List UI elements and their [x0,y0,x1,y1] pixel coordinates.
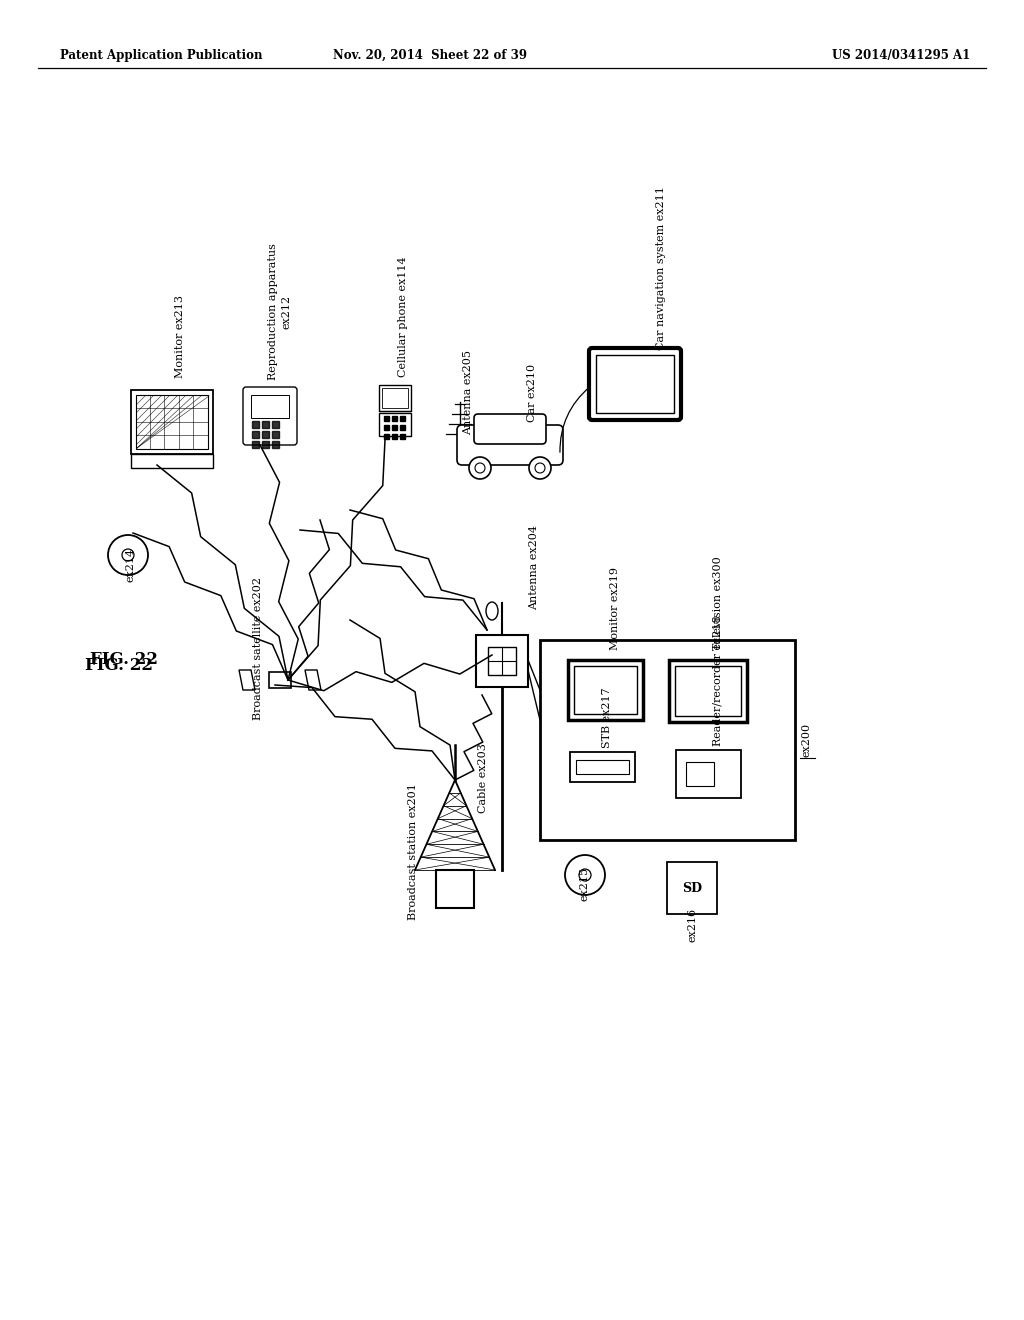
Circle shape [122,549,134,561]
Bar [675,667,741,715]
Text: Monitor ex213: Monitor ex213 [175,294,185,378]
Text: Broadcast satellite ex202: Broadcast satellite ex202 [253,577,263,719]
Bar [131,389,213,454]
Text: Patent Application Publication: Patent Application Publication [60,49,262,62]
Text: Television ex300: Television ex300 [713,556,723,649]
Bar [400,425,406,430]
Text: Cable ex203: Cable ex203 [478,743,488,813]
Bar [570,752,635,781]
Text: Antenna ex204: Antenna ex204 [529,525,539,610]
FancyBboxPatch shape [589,348,681,420]
Text: ex216: ex216 [688,908,698,942]
Text: SD: SD [682,882,702,895]
Bar [436,870,474,908]
Polygon shape [239,671,255,690]
Text: Nov. 20, 2014  Sheet 22 of 39: Nov. 20, 2014 Sheet 22 of 39 [333,49,527,62]
Bar [596,355,674,413]
Bar [251,395,289,418]
Text: ex215: ex215 [580,867,590,902]
Bar [384,416,389,421]
Text: FIG. 22: FIG. 22 [85,656,153,673]
Bar [676,750,741,799]
Text: ex214: ex214 [125,548,135,582]
Bar [262,421,269,428]
Circle shape [565,855,605,895]
Text: FIG. 22: FIG. 22 [90,652,158,668]
Circle shape [108,535,148,576]
Circle shape [529,457,551,479]
Text: Cellular phone ex114: Cellular phone ex114 [398,256,408,378]
Bar [136,395,208,449]
Bar [262,432,269,438]
Bar [574,667,637,714]
Bar [400,434,406,440]
Bar [272,441,279,447]
FancyBboxPatch shape [243,387,297,445]
Polygon shape [305,671,321,690]
Bar [488,647,516,675]
Text: Reader/recorder ex218: Reader/recorder ex218 [713,615,723,746]
Bar [272,432,279,438]
Bar [379,413,411,436]
Text: Monitor ex219: Monitor ex219 [610,568,620,649]
Bar [476,635,528,686]
Text: STB ex217: STB ex217 [602,688,612,748]
Bar [686,762,714,785]
Bar [400,416,406,421]
Bar [382,388,408,408]
Text: Car ex210: Car ex210 [527,364,537,422]
Bar [252,432,259,438]
Bar [568,660,643,719]
Bar [252,441,259,447]
FancyBboxPatch shape [457,425,563,465]
Bar [575,760,629,774]
Bar [392,434,397,440]
Bar [262,441,269,447]
Text: Reproduction apparatus
ex212: Reproduction apparatus ex212 [268,243,292,380]
Bar [384,425,389,430]
Bar [272,421,279,428]
Text: ex200: ex200 [802,723,812,758]
Bar [540,640,795,840]
Bar [379,385,411,411]
Bar [252,421,259,428]
Circle shape [535,463,545,473]
Circle shape [579,869,591,880]
Bar [669,660,746,722]
Circle shape [475,463,485,473]
Bar [392,416,397,421]
Bar [392,425,397,430]
Text: Antenna ex205: Antenna ex205 [463,350,473,436]
Text: Car navigation system ex211: Car navigation system ex211 [656,186,666,350]
Text: Broadcast station ex201: Broadcast station ex201 [408,783,418,920]
Bar [131,454,213,469]
Bar [667,862,717,913]
Bar [384,434,389,440]
Ellipse shape [486,602,498,620]
Text: US 2014/0341295 A1: US 2014/0341295 A1 [831,49,970,62]
Circle shape [469,457,490,479]
FancyBboxPatch shape [474,414,546,444]
Bar [269,672,291,688]
